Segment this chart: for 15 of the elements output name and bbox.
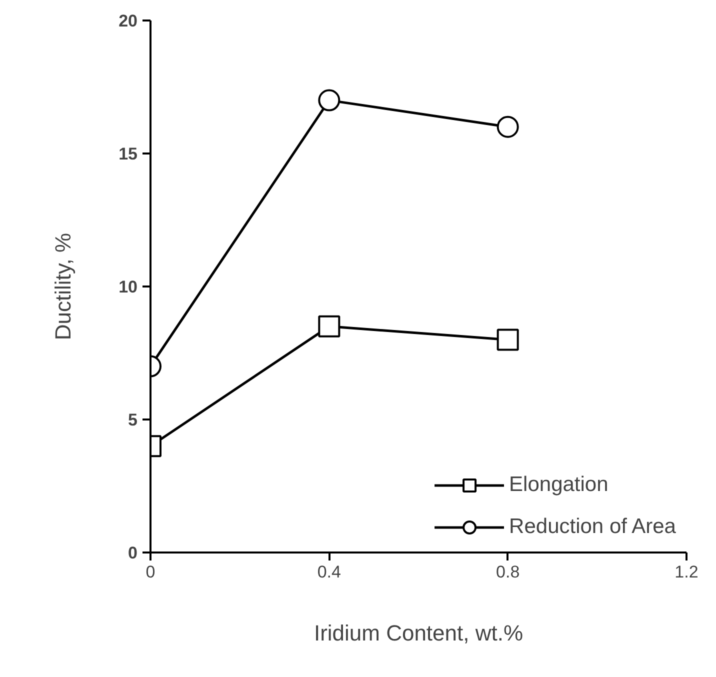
y-tick-label: 20 [118, 12, 138, 30]
x-axis-title: Iridium Content, wt.% [314, 620, 524, 646]
x-tick-label: 1.2 [674, 562, 698, 582]
x-tick-label: 0 [146, 562, 156, 582]
x-tick-label: 0.8 [496, 562, 520, 582]
y-tick-label: 5 [128, 410, 138, 430]
y-axis-title: Ductility, % [50, 232, 76, 340]
point [496, 328, 519, 351]
y-tick-label: 0 [128, 544, 138, 562]
point [496, 116, 519, 138]
y-tick-label: 15 [118, 144, 138, 164]
x-tick-label: 0.4 [317, 562, 341, 582]
legend-label: Reduction of Area [509, 515, 676, 539]
y-tick-label: 10 [118, 278, 138, 296]
legend-label: Elongation [509, 473, 608, 497]
